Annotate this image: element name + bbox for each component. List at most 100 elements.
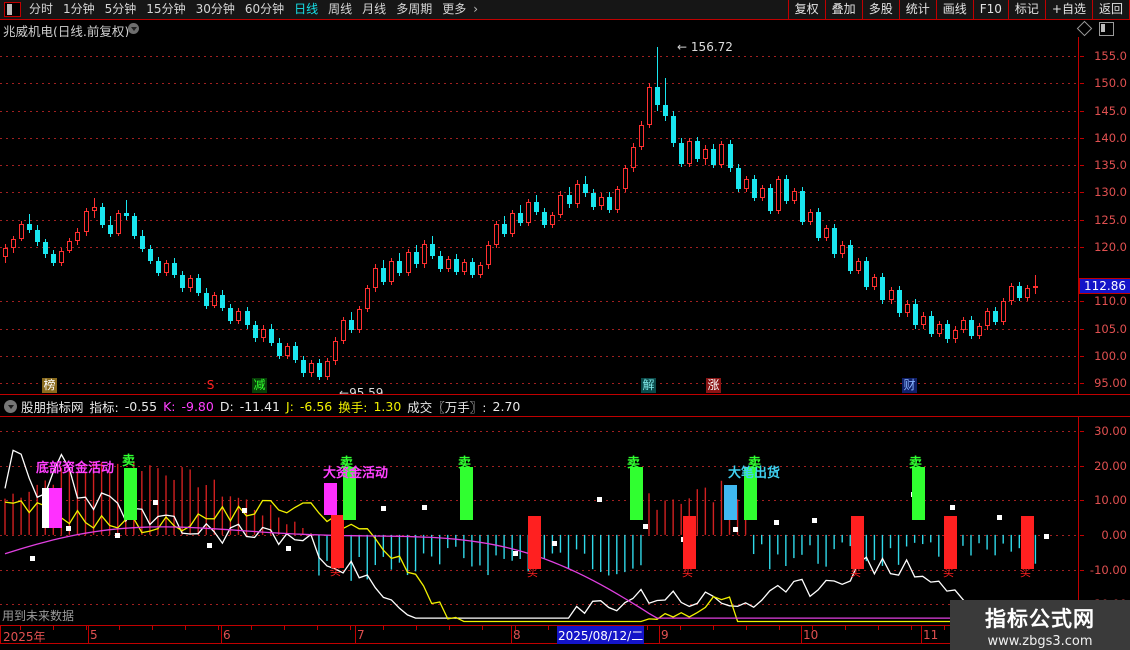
price-tick-mark: [1080, 137, 1084, 139]
signal-bar-14[interactable]: [944, 516, 957, 569]
sub-label-6: 大笔出货: [728, 466, 781, 481]
date-tick: [515, 626, 516, 630]
toolbar-button-画线[interactable]: 画线: [935, 0, 973, 19]
signal-dot: [241, 508, 247, 514]
signal-bar-1[interactable]: [49, 488, 62, 528]
period-tab-4[interactable]: 30分钟: [195, 2, 235, 16]
more-arrow-icon[interactable]: ›: [473, 2, 479, 16]
toolbar-button-F10[interactable]: F10: [972, 0, 1008, 19]
date-tick: [647, 626, 648, 630]
signal-bar-4[interactable]: [331, 515, 344, 568]
indicator-tick-mark: [1080, 465, 1084, 467]
indicator-tick-mark: [1080, 569, 1084, 571]
period-tab-8[interactable]: 月线: [362, 2, 387, 16]
sub-label-8: 卖: [909, 456, 923, 471]
chart-marker-1[interactable]: S: [206, 378, 215, 392]
signal-bar-5[interactable]: [343, 467, 356, 520]
date-tick: [416, 626, 417, 630]
j-value: -6.56: [299, 399, 333, 414]
chart-marker-4[interactable]: 涨: [706, 378, 721, 393]
chevron-down-circle-icon[interactable]: [4, 400, 17, 413]
signal-bar-7[interactable]: [528, 516, 541, 569]
signal-bar-13[interactable]: [912, 467, 925, 520]
price-tick-2: 145.0: [1094, 103, 1127, 118]
price-tick-8: 110.0: [1094, 294, 1127, 309]
date-axis[interactable]: 2025年 5 6 7 8 9 10 11 2025/08/12/二: [0, 625, 1130, 644]
toolbar-button-+自选[interactable]: +自选: [1044, 0, 1092, 19]
signal-dot: [286, 545, 291, 551]
signal-bar-3[interactable]: [324, 483, 337, 515]
price-tick-11: 95.00: [1094, 376, 1127, 391]
buy-marker: 买: [943, 566, 954, 579]
signal-bar-10[interactable]: [724, 485, 737, 520]
chart-marker-2[interactable]: 减: [252, 378, 267, 393]
period-tab-6[interactable]: 日线: [294, 2, 319, 16]
period-tab-3[interactable]: 15分钟: [146, 2, 186, 16]
date-label-7: 11: [923, 628, 939, 642]
toolbar-button-复权[interactable]: 复权: [787, 0, 825, 19]
price-tick-mark: [1080, 383, 1084, 385]
price-tick-5: 130.0: [1094, 185, 1127, 200]
chevron-down-icon[interactable]: [128, 23, 139, 34]
date-label-3: 7: [357, 628, 365, 642]
gridline: [0, 192, 1078, 194]
date-separator: [659, 626, 660, 644]
date-tick: [20, 626, 21, 630]
k-label: K:: [163, 399, 176, 414]
price-chart-panel[interactable]: ← 156.72 ←95.59 榜 S 减 解 涨 财 155.0 150.0 145.0 140.…: [0, 37, 1130, 394]
toolbar-button-统计[interactable]: 统计: [898, 0, 936, 19]
gridline: [0, 83, 1078, 85]
signal-bar-8[interactable]: [630, 467, 643, 520]
date-tick: [53, 626, 54, 630]
signal-bar-9[interactable]: [683, 516, 696, 569]
period-tab-5[interactable]: 60分钟: [244, 2, 285, 16]
period-tab-10[interactable]: 更多: [442, 2, 467, 16]
period-tab-1[interactable]: 1分钟: [63, 2, 95, 16]
indicator-tick-2: 10.00: [1094, 493, 1127, 508]
period-tab-2[interactable]: 5分钟: [104, 2, 137, 16]
period-tabs: 分时 1分钟 5分钟 15分钟 30分钟 60分钟 日线 周线 月线 多周期 更多 ›: [0, 0, 483, 19]
candlestick-plot[interactable]: ← 156.72 ←95.59 榜 S 减 解 涨 财: [0, 37, 1078, 394]
watermark-url: www.zbgs3.com: [987, 634, 1093, 649]
chart-marker-0[interactable]: 榜: [42, 378, 57, 393]
period-tab-9[interactable]: 多周期: [396, 2, 433, 16]
chart-marker-5[interactable]: 财: [902, 378, 917, 393]
indicator-tick-4: -10.00: [1089, 562, 1127, 577]
indicator-tick-0: 30.00: [1094, 423, 1127, 438]
chart-marker-3[interactable]: 解: [641, 378, 656, 393]
signal-dot: [950, 505, 956, 511]
period-tab-0[interactable]: 分时: [29, 2, 54, 16]
toolbar-button-标记[interactable]: 标记: [1007, 0, 1045, 19]
price-tick-mark: [1080, 165, 1084, 167]
sub-label-3: 卖: [340, 456, 354, 471]
panel-icon[interactable]: [1099, 22, 1114, 36]
period-tab-7[interactable]: 周线: [328, 2, 353, 16]
gridline: [0, 383, 1078, 385]
low-price-annotation: ←95.59: [339, 385, 384, 394]
oscillator-lines: [4, 449, 1037, 623]
date-tick: [284, 626, 285, 630]
price-tick-10: 100.0: [1094, 348, 1127, 363]
toolbar-button-多股[interactable]: 多股: [861, 0, 899, 19]
diamond-icon[interactable]: [1076, 20, 1093, 37]
signal-bar-6[interactable]: [460, 467, 473, 520]
signal-bar-15[interactable]: [1021, 516, 1034, 569]
chart-header: 兆威机电(日线.前复权): [0, 20, 1130, 39]
indicator-chart-panel[interactable]: 买买买买买买底部资金活动卖大资金活动卖卖卖大笔出货卖卖 30.00 20.00 10…: [0, 417, 1130, 625]
toolbar-button-叠加[interactable]: 叠加: [824, 0, 862, 19]
indicator-status-bar: 股朋指标网 指标: -0.55 K: -9.80 D: -11.41 J: -6…: [0, 395, 1130, 416]
panel-toggle-icon[interactable]: [4, 2, 21, 17]
toolbar-button-返回[interactable]: 返回: [1091, 0, 1130, 19]
signal-dot: [596, 496, 602, 502]
oscillator-plot[interactable]: 买买买买买买底部资金活动卖大资金活动卖卖卖大笔出货卖卖: [0, 417, 1078, 625]
indicator-label: 指标:: [89, 400, 119, 415]
indicator-tick-mark: [1080, 430, 1084, 432]
date-tick: [812, 626, 813, 630]
buy-marker: 买: [330, 565, 341, 578]
turnover-label: 换手:: [338, 400, 368, 415]
signal-bar-2[interactable]: [124, 468, 137, 520]
signal-dot: [997, 515, 1003, 521]
signal-bar-12[interactable]: [851, 516, 864, 569]
signal-bar-11[interactable]: [744, 467, 757, 520]
